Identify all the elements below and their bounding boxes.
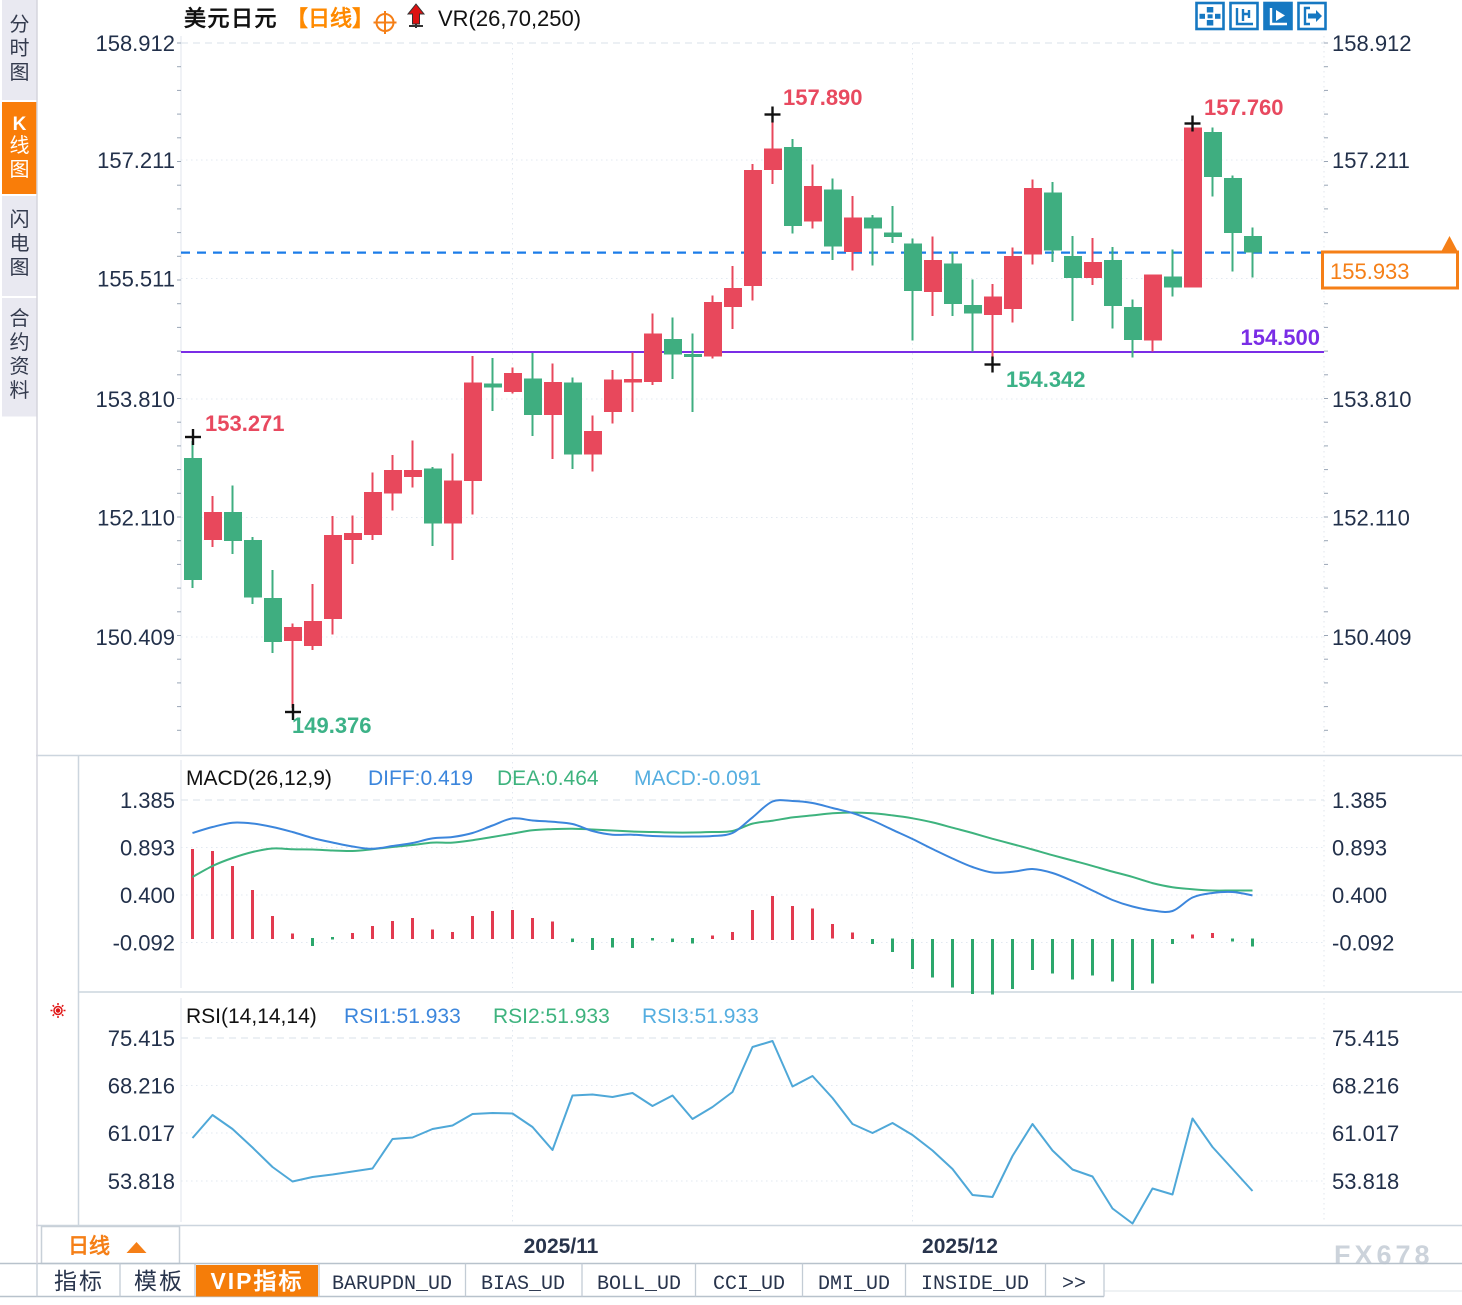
svg-text:-0.092: -0.092 <box>1332 931 1394 956</box>
svg-text:155.933: 155.933 <box>1330 259 1410 284</box>
svg-text:-0.092: -0.092 <box>113 931 175 956</box>
svg-text:指标: 指标 <box>54 1268 104 1294</box>
svg-text:53.818: 53.818 <box>108 1169 175 1194</box>
svg-text:1.385: 1.385 <box>120 788 175 813</box>
svg-text:线: 线 <box>10 134 30 157</box>
svg-text:2025/12: 2025/12 <box>922 1235 998 1258</box>
svg-text:0.400: 0.400 <box>120 883 175 908</box>
svg-text:料: 料 <box>10 379 30 402</box>
svg-text:美元日元: 美元日元 <box>184 6 278 31</box>
svg-text:68.216: 68.216 <box>108 1074 175 1099</box>
svg-text:0.893: 0.893 <box>1332 836 1387 861</box>
svg-text:75.415: 75.415 <box>1332 1026 1399 1051</box>
svg-text:DEA:0.464: DEA:0.464 <box>497 767 599 790</box>
svg-text:150.409: 150.409 <box>1332 625 1412 650</box>
svg-text:0.400: 0.400 <box>1332 883 1387 908</box>
svg-text:157.211: 157.211 <box>1332 148 1410 173</box>
svg-text:K: K <box>13 114 27 135</box>
svg-text:电: 电 <box>10 232 30 255</box>
svg-text:157.760: 157.760 <box>1204 95 1284 120</box>
svg-text:时: 时 <box>10 37 30 60</box>
svg-text:149.376: 149.376 <box>292 713 372 738</box>
svg-text:152.110: 152.110 <box>1332 506 1410 531</box>
svg-text:75.415: 75.415 <box>108 1026 175 1051</box>
svg-text:MACD:-0.091: MACD:-0.091 <box>634 767 761 790</box>
svg-text:154.500: 154.500 <box>1240 325 1320 350</box>
svg-text:157.890: 157.890 <box>783 85 863 110</box>
svg-text:158.912: 158.912 <box>1332 31 1412 56</box>
svg-text:153.810: 153.810 <box>95 387 175 412</box>
svg-text:BARUPDN_UD: BARUPDN_UD <box>332 1273 452 1296</box>
svg-text:155.511: 155.511 <box>97 267 175 292</box>
svg-text:2025/11: 2025/11 <box>524 1235 599 1258</box>
svg-text:RSI3:51.933: RSI3:51.933 <box>642 1005 759 1028</box>
svg-text:158.912: 158.912 <box>95 31 175 56</box>
svg-text:INSIDE_UD: INSIDE_UD <box>921 1273 1029 1296</box>
svg-text:152.110: 152.110 <box>97 506 175 531</box>
svg-text:【日线】: 【日线】 <box>286 6 374 31</box>
svg-text:图: 图 <box>10 159 30 181</box>
svg-text:1.385: 1.385 <box>1332 788 1387 813</box>
svg-text:CCI_UD: CCI_UD <box>713 1273 785 1296</box>
svg-text:VR(26,70,250): VR(26,70,250) <box>438 6 581 31</box>
svg-text:日线: 日线 <box>68 1234 110 1258</box>
svg-text:MACD(26,12,9): MACD(26,12,9) <box>186 767 332 790</box>
svg-text:RSI(14,14,14): RSI(14,14,14) <box>186 1005 317 1028</box>
svg-text:模板: 模板 <box>134 1268 184 1294</box>
svg-text:150.409: 150.409 <box>95 625 175 650</box>
svg-text:分: 分 <box>10 13 30 36</box>
svg-text:153.271: 153.271 <box>205 411 285 436</box>
svg-text:RSI2:51.933: RSI2:51.933 <box>493 1005 610 1028</box>
svg-text:RSI1:51.933: RSI1:51.933 <box>344 1005 461 1028</box>
svg-text:0.893: 0.893 <box>120 836 175 861</box>
svg-text:图: 图 <box>10 257 30 279</box>
svg-text:VIP指标: VIP指标 <box>210 1268 303 1294</box>
svg-text:61.017: 61.017 <box>1332 1121 1399 1146</box>
svg-text:闪: 闪 <box>10 208 30 231</box>
svg-text:53.818: 53.818 <box>1332 1169 1399 1194</box>
svg-text:FX678: FX678 <box>1334 1240 1434 1270</box>
svg-text:约: 约 <box>10 331 30 354</box>
svg-text:68.216: 68.216 <box>1332 1074 1399 1099</box>
svg-text:BOLL_UD: BOLL_UD <box>597 1273 681 1296</box>
svg-text:154.342: 154.342 <box>1006 367 1086 392</box>
svg-text:DIFF:0.419: DIFF:0.419 <box>368 767 473 790</box>
svg-text:合: 合 <box>10 307 30 330</box>
svg-text:157.211: 157.211 <box>97 148 175 173</box>
svg-text:BIAS_UD: BIAS_UD <box>481 1273 565 1296</box>
svg-text:153.810: 153.810 <box>1332 387 1412 412</box>
svg-text:图: 图 <box>10 62 30 84</box>
svg-text:资: 资 <box>10 355 30 378</box>
svg-text:61.017: 61.017 <box>108 1121 175 1146</box>
svg-text:DMI_UD: DMI_UD <box>818 1273 890 1296</box>
svg-text:>>: >> <box>1062 1273 1086 1296</box>
